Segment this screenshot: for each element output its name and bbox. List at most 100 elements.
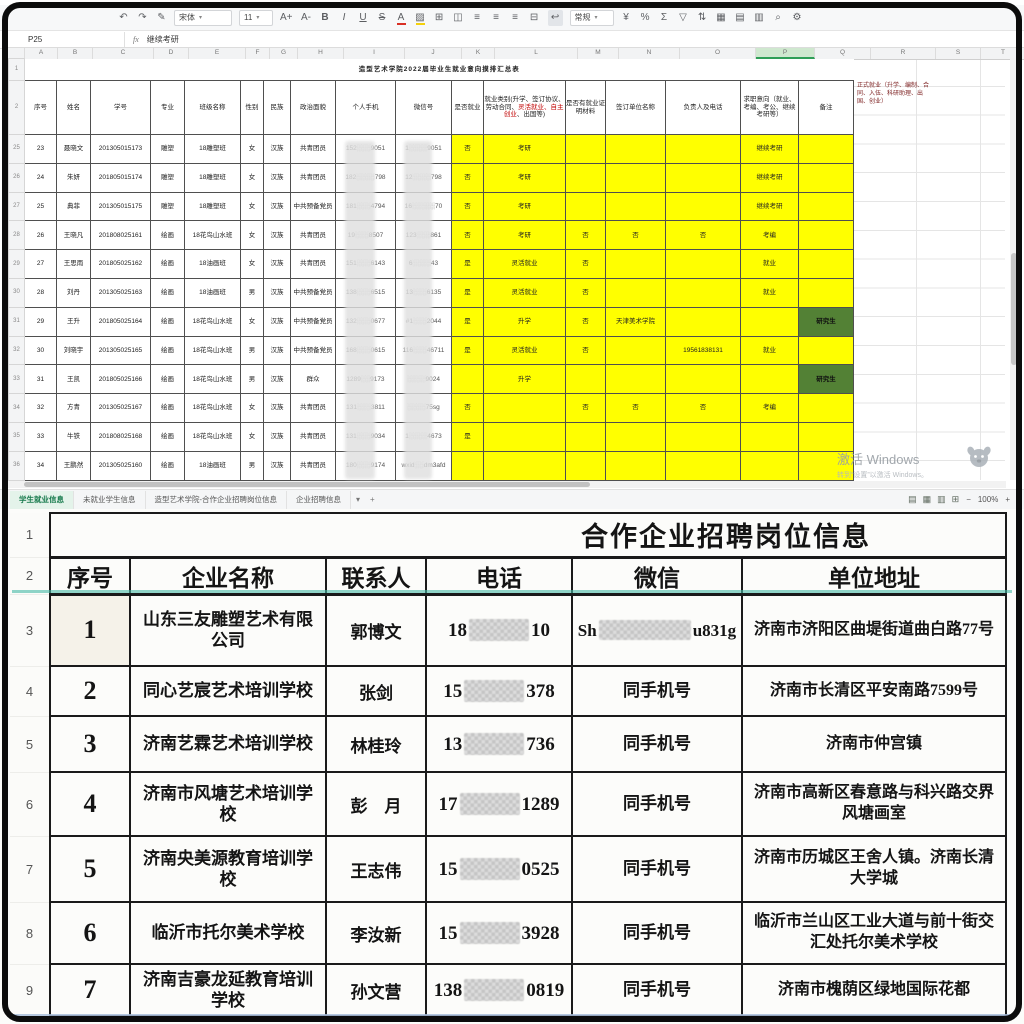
cell[interactable]: 201305025165 [90,335,151,366]
view-menu-icon[interactable]: ⊞ [951,494,960,504]
conditional-format-icon[interactable]: ◫ [453,11,463,23]
cell[interactable] [665,249,741,279]
col-letter[interactable]: Q [815,48,871,59]
cell[interactable] [605,277,666,308]
cell[interactable]: 26 [24,220,57,251]
header-cell[interactable]: 政治面貌 [290,80,336,135]
cell-remark[interactable] [798,220,854,251]
cell[interactable] [565,364,606,395]
table-style-icon[interactable]: ▤ [735,11,745,23]
cell[interactable]: 否 [451,220,484,251]
cell-remark[interactable] [798,191,854,222]
wrap-text-icon[interactable]: ↩ [547,9,563,26]
cell[interactable]: 女 [240,162,264,193]
header-cell[interactable]: 姓名 [56,80,91,135]
cell[interactable] [665,421,741,452]
number-format-dropdown[interactable]: 常规 ▾ [569,9,614,26]
row-number[interactable]: 8 [10,902,50,965]
cell[interactable] [740,306,799,337]
cell[interactable]: 绘画 [150,393,185,423]
cell[interactable] [605,364,666,395]
cell[interactable]: 汉族 [263,421,291,452]
cell[interactable] [665,134,741,164]
cell[interactable]: 201305025160 [90,450,151,481]
cell[interactable]: 绘画 [150,249,185,279]
cell[interactable]: 共青团员 [290,421,336,452]
header-cell[interactable]: 个人手机 [335,80,396,135]
sheet-list-icon[interactable]: ▾ [356,495,361,504]
cell[interactable] [483,450,566,481]
cell[interactable]: 18雕塑班 [184,162,241,193]
row-number[interactable]: 6 [10,772,50,837]
cell-remark[interactable]: 研究生 [798,306,854,337]
cell[interactable]: 男 [240,450,264,481]
cell[interactable]: 刘丹 [56,277,91,308]
row-number[interactable]: 28 [8,220,25,251]
header-cell-employment-type[interactable]: 就业类别(升学、签订协议、劳动合同、灵活就业、自主创业、出国等) [483,80,566,135]
cell[interactable]: 升学 [483,364,566,395]
row-number[interactable]: 32 [8,335,25,366]
cell[interactable]: 女 [240,393,264,423]
row-number[interactable]: 35 [8,421,25,452]
cell[interactable]: 是 [451,277,484,308]
col-letter[interactable]: R [871,48,936,59]
col-letter[interactable]: S [936,48,981,59]
cell[interactable]: 绘画 [150,335,185,366]
cell[interactable]: 雕塑 [150,162,185,193]
borders-icon[interactable]: ⊞ [434,11,444,23]
cell[interactable]: 否 [565,249,606,279]
cell[interactable]: 考编 [740,220,799,251]
cell[interactable]: 否 [565,220,606,251]
cell-remark[interactable] [798,335,854,366]
cell[interactable]: 否 [451,162,484,193]
cell[interactable] [605,191,666,222]
cell[interactable] [565,134,606,164]
row-number[interactable]: 36 [8,450,25,481]
cell[interactable]: 19561838131 [665,335,741,366]
cell[interactable]: 201808025168 [90,421,151,452]
fx-icon[interactable]: fx [133,35,139,44]
cell[interactable]: 汉族 [263,335,291,366]
cell[interactable]: 灵活就业 [483,277,566,308]
cell-remark[interactable]: 研究生 [798,364,854,395]
cell[interactable]: 32 [24,393,57,423]
cell[interactable]: 201805025162 [90,249,151,279]
sheet-tab[interactable]: 造型艺术学院-合作企业招聘岗位信息 [146,490,287,509]
cell[interactable]: 中共预备党员 [290,191,336,222]
cell[interactable]: 女 [240,249,264,279]
cell[interactable]: 汉族 [263,191,291,222]
sheet-tab[interactable]: 未就业学生信息 [74,490,146,509]
col-letter[interactable]: T [981,48,1024,59]
cell[interactable]: 女 [240,306,264,337]
cell[interactable] [665,277,741,308]
font-name-dropdown[interactable]: 宋体 ▾ [174,9,232,26]
cell[interactable]: 绘画 [150,364,185,395]
col-letter[interactable]: O [680,48,756,59]
cell[interactable]: 201808025161 [90,220,151,251]
fill-color-icon[interactable]: ▨ [415,10,426,26]
bold-icon[interactable]: B [321,11,329,23]
header-cell[interactable]: 求职意向（就业、考编、考公、继续考研等） [740,80,799,135]
align-center-icon[interactable]: ≡ [493,11,499,23]
cell[interactable] [665,162,741,193]
cell[interactable]: 升学 [483,306,566,337]
col-letter-selected[interactable]: P [756,48,815,59]
cell[interactable]: 汉族 [263,220,291,251]
cell[interactable]: 201805025164 [90,306,151,337]
chart-icon[interactable]: ▦ [716,11,726,23]
scrollbar-thumb[interactable] [1011,253,1017,365]
header-cell[interactable]: 微信号 [395,80,452,135]
sort-icon[interactable]: ⇅ [697,11,707,23]
cell[interactable]: 共青团员 [290,393,336,423]
cell[interactable]: 否 [605,393,666,423]
redo-icon[interactable]: ↷ [138,11,147,23]
cell[interactable]: 30 [24,335,57,366]
cell[interactable]: 31 [24,364,57,395]
cell[interactable]: 否 [665,393,741,423]
cell[interactable]: 否 [605,220,666,251]
header-cell[interactable]: 性别 [240,80,264,135]
header-cell[interactable]: 负责人及电话 [665,80,741,135]
header-cell[interactable]: 序号 [24,80,57,135]
cell[interactable]: 18油画班 [184,450,241,481]
cell[interactable]: 34 [24,450,57,481]
